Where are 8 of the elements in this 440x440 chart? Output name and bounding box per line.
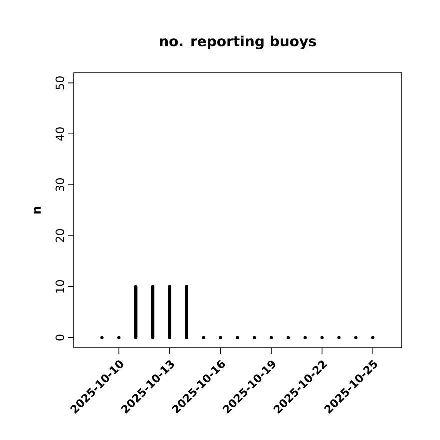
y-tick-label: 10 <box>56 280 64 293</box>
y-tick-label: 50 <box>56 76 64 90</box>
chart-title: no. reporting buoys <box>160 36 316 50</box>
y-axis-title: n <box>34 207 41 214</box>
y-tick-label: 40 <box>56 128 64 141</box>
y-tick-label: 0 <box>56 334 64 341</box>
y-tick-label: 30 <box>56 178 64 192</box>
y-tick-label: 20 <box>56 229 64 242</box>
